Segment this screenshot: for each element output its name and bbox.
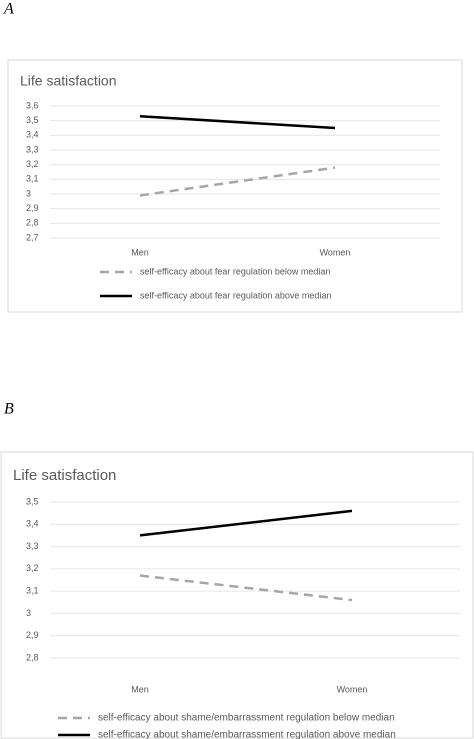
chart-title: Life satisfaction (20, 73, 117, 89)
legend-label: self-efficacy about fear regulation abov… (140, 290, 331, 300)
y-tick-label: 2,8 (26, 218, 39, 228)
y-tick-label: 3,2 (26, 563, 39, 573)
y-tick-label: 2,8 (26, 652, 39, 662)
data-line (139, 115, 336, 130)
y-tick-label: 3,1 (26, 174, 39, 184)
data-line (139, 166, 336, 197)
y-tick-label: 3,3 (26, 541, 39, 551)
y-tick-label: 3,4 (26, 519, 39, 529)
y-tick-label: 2,9 (26, 630, 39, 640)
legend-label: self-efficacy about shame/embarrassment … (98, 730, 396, 739)
y-tick-label: 2,7 (26, 232, 39, 242)
chart-title: Life satisfaction (13, 467, 116, 484)
legend-label: self-efficacy about shame/embarrassment … (98, 713, 395, 724)
x-tick-label: Men (131, 684, 149, 694)
y-tick-label: 3,6 (26, 100, 39, 110)
x-tick-label: Men (131, 247, 149, 257)
y-tick-label: 3,2 (26, 159, 39, 169)
x-tick-label: Women (320, 247, 351, 257)
y-tick-label: 3,5 (26, 496, 39, 506)
panel-label: A (3, 1, 14, 18)
chart-frame (0, 451, 474, 739)
x-tick-label: Women (337, 684, 368, 694)
chart-frame (7, 59, 463, 313)
data-line (139, 509, 353, 537)
y-tick-label: 2,9 (26, 203, 39, 213)
y-tick-label: 3 (26, 188, 31, 198)
y-tick-label: 3 (26, 608, 31, 618)
panel-label: B (4, 401, 14, 418)
legend-label: self-efficacy about fear regulation belo… (140, 266, 330, 276)
y-tick-label: 3,3 (26, 144, 39, 154)
y-tick-label: 3,4 (26, 130, 39, 140)
y-tick-label: 3,1 (26, 586, 39, 596)
data-line (139, 574, 353, 602)
y-tick-label: 3,5 (26, 115, 39, 125)
